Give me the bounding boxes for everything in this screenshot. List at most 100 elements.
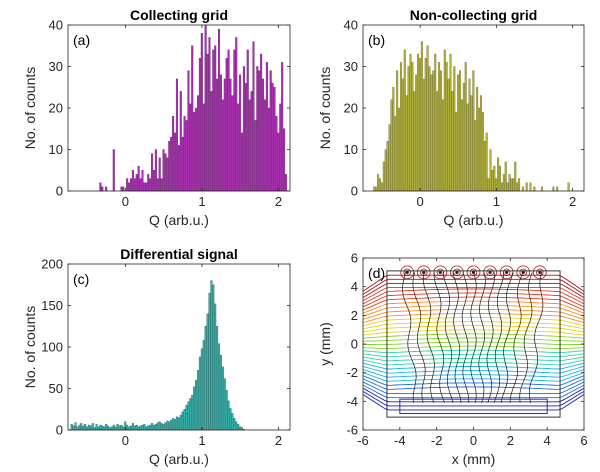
equipotential-contour: [363, 317, 584, 327]
histogram-bar: [373, 186, 376, 192]
histogram-bar: [147, 425, 150, 431]
histogram-bar: [399, 62, 402, 192]
histogram-bar: [235, 37, 238, 192]
histogram-bar: [246, 49, 249, 192]
equipotential-contour: [363, 312, 584, 324]
histogram-bar: [375, 186, 378, 192]
histogram-bar: [384, 149, 387, 192]
histogram-bar: [512, 178, 515, 192]
wire-contour: [516, 265, 531, 280]
histogram-bar: [160, 178, 163, 192]
histogram-bar: [105, 186, 108, 192]
histogram-bar: [504, 161, 507, 192]
wire-contour: [486, 268, 494, 277]
equipotential-contour: [363, 372, 584, 382]
panel-d-ytick-label: 6: [351, 251, 358, 266]
histogram-bar: [398, 107, 401, 192]
histogram-bar: [78, 424, 81, 431]
histogram-bar: [285, 174, 288, 192]
histogram-bar: [128, 426, 131, 431]
histogram-bar: [183, 409, 186, 431]
panel-b-title: Non-collecting grid: [410, 7, 538, 23]
histogram-bar: [120, 424, 123, 431]
histogram-bar: [175, 416, 178, 431]
panel-d-ytick-label: -6: [346, 423, 358, 438]
histogram-bar: [219, 74, 222, 192]
histogram-bar: [405, 95, 408, 192]
histogram-bar: [156, 422, 159, 431]
histogram-bar: [141, 424, 144, 431]
grid-wire: [538, 270, 542, 274]
histogram-bar: [394, 116, 397, 192]
panel-a-xlabel: Q (arb.u.): [149, 212, 209, 228]
histogram-bar: [158, 421, 161, 431]
panel-c-bars: [70, 280, 245, 431]
histogram-bar: [147, 174, 150, 192]
drift-line: [442, 272, 454, 403]
histogram-bar: [181, 136, 184, 192]
histogram-bar: [177, 417, 180, 431]
histogram-bar: [506, 182, 509, 192]
equipotential-contour: [363, 304, 584, 317]
histogram-bar: [135, 424, 138, 431]
histogram-bar: [457, 74, 460, 192]
panel-a-ytick-label: 40: [49, 18, 63, 33]
histogram-bar: [428, 66, 431, 192]
wire-contour: [453, 268, 461, 277]
histogram-bar: [455, 111, 458, 192]
equipotential-contour: [363, 387, 584, 403]
histogram-bar: [139, 178, 142, 192]
wire-contour: [519, 268, 527, 277]
histogram-bar: [390, 99, 393, 192]
equipotential-contour: [363, 292, 584, 308]
histogram-bar: [459, 70, 462, 192]
histogram-bar: [258, 70, 261, 192]
histogram-bar: [415, 74, 418, 192]
histogram-bar: [252, 41, 255, 192]
equipotential-contour: [363, 375, 584, 386]
panel-b-xlabel: Q (arb.u.): [444, 212, 504, 228]
histogram-bar: [510, 178, 513, 192]
histogram-bar: [231, 95, 234, 192]
drift-line: [493, 272, 505, 403]
equipotential-contour: [363, 300, 584, 314]
grid-wire: [405, 270, 409, 274]
histogram-bar: [497, 157, 500, 192]
histogram-bar: [273, 87, 276, 192]
histogram-bar: [434, 53, 437, 192]
histogram-bar: [118, 425, 121, 431]
histogram-bar: [114, 426, 117, 431]
histogram-bar: [443, 49, 446, 192]
drift-line: [528, 272, 544, 403]
histogram-bar: [174, 132, 177, 192]
panel-c-xlabel: Q (arb.u.): [149, 451, 209, 467]
histogram-bar: [250, 91, 253, 192]
histogram-bar: [202, 340, 205, 431]
panel-a-ytick-label: 10: [49, 142, 63, 157]
histogram-bar: [445, 62, 448, 192]
histogram-bar: [518, 178, 521, 192]
histogram-bar: [451, 91, 454, 192]
histogram-bar: [267, 107, 270, 192]
histogram-bar: [82, 425, 85, 431]
equipotential-contour: [363, 369, 584, 378]
histogram-bar: [279, 103, 282, 192]
histogram-bar: [221, 99, 224, 192]
panel-c-xtick-label: 2: [275, 433, 282, 448]
histogram-bar: [166, 157, 169, 192]
histogram-bar: [126, 424, 129, 431]
histogram-bar: [116, 423, 119, 431]
histogram-bar: [489, 149, 492, 192]
panel-c-title: Differential signal: [120, 246, 237, 262]
histogram-bar: [170, 419, 173, 431]
histogram-bar: [233, 418, 236, 431]
histogram-bar: [160, 423, 163, 431]
panel-d-ytick-label: 4: [351, 279, 358, 294]
histogram-bar: [151, 423, 154, 431]
histogram-bar: [472, 70, 475, 192]
histogram-bar: [411, 62, 414, 192]
histogram-bar: [133, 425, 136, 431]
histogram-bar: [260, 53, 263, 192]
panel-c-ytick-label: 50: [49, 381, 63, 396]
panel-c-axes: 0 1 2 0 50 100 150 200 Q (arb.u.) No. of counts Di…: [22, 246, 291, 467]
